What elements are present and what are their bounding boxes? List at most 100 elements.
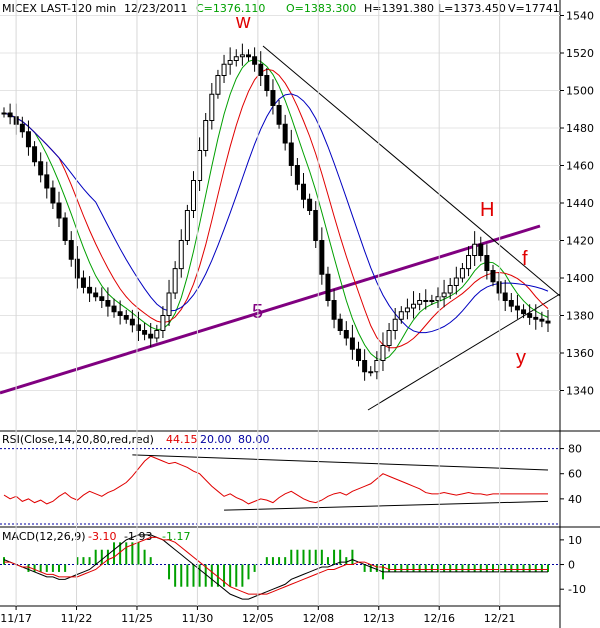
header-close: C=1376.110 <box>196 2 265 15</box>
candle-body <box>368 371 374 374</box>
candle-body <box>227 60 233 65</box>
candle-body <box>349 337 355 350</box>
price-y-tick-label: 1400 <box>566 272 594 285</box>
candle-body <box>478 243 484 256</box>
rsi-level-20: 20.00 <box>200 433 232 446</box>
macd-label: MACD(12,26,9) <box>2 530 86 543</box>
candle-body <box>38 161 44 176</box>
candle-body <box>521 309 527 315</box>
candle-body <box>142 330 148 335</box>
candle-body <box>313 210 319 241</box>
candle-body <box>264 75 270 91</box>
candle-body <box>68 240 74 260</box>
candle-body <box>105 300 111 307</box>
price-y-tick-label: 1520 <box>566 47 594 60</box>
macd-value-2: -1.93 <box>124 530 152 543</box>
candle-body <box>25 131 31 148</box>
x-tick-label: 11/17 <box>0 612 32 625</box>
candle-body <box>154 330 160 339</box>
candle-body <box>276 105 282 125</box>
header-high: H=1391.380 <box>364 2 434 15</box>
candle-body <box>166 292 172 316</box>
candle-body <box>417 300 423 305</box>
rsi-level-80: 80.00 <box>238 433 270 446</box>
candle-body <box>190 180 196 211</box>
macd-value-1: -3.10 <box>88 530 116 543</box>
x-tick-label: 12/16 <box>423 612 455 625</box>
candle-body <box>453 277 459 286</box>
header-date: 12/23/2011 <box>124 2 187 15</box>
candle-body <box>294 165 300 185</box>
ma-fast-line <box>3 59 549 361</box>
candle-body <box>209 93 215 121</box>
candle-body <box>233 56 239 61</box>
macd-y-tick-label: 10 <box>568 534 582 547</box>
x-tick-label: 12/05 <box>242 612 274 625</box>
candle-body <box>356 348 362 361</box>
candle-body <box>484 255 490 271</box>
candle-body <box>447 285 453 294</box>
candle-body <box>362 360 368 373</box>
x-tick-label: 11/22 <box>61 612 93 625</box>
price-y-tick-label: 1420 <box>566 235 594 248</box>
candle-body <box>502 292 508 301</box>
candle-body <box>459 268 465 279</box>
macd-y-tick-label: 0 <box>568 559 575 572</box>
candle-body <box>380 345 386 361</box>
price-y-tick-label: 1340 <box>566 385 594 398</box>
candle-body <box>44 174 50 189</box>
candle-body <box>404 307 410 313</box>
annotation-w: w <box>235 11 251 33</box>
macd-y-tick-label: -10 <box>568 583 586 596</box>
candle-body <box>135 324 141 331</box>
header-open: O=1383.300 <box>286 2 356 15</box>
candle-body <box>129 318 135 326</box>
candle-body <box>32 146 38 163</box>
macd-value-3: -1.17 <box>162 530 190 543</box>
candle-body <box>288 142 294 166</box>
candle-body <box>258 63 264 76</box>
candle-body <box>508 300 514 307</box>
candle-body <box>374 360 380 373</box>
candle-body <box>307 198 313 211</box>
candle-body <box>203 120 209 151</box>
candle-body <box>87 286 93 294</box>
annotation-h: H <box>480 199 494 221</box>
candle-body <box>514 305 520 311</box>
price-y-tick-label: 1440 <box>566 197 594 210</box>
candle-body <box>496 281 502 294</box>
price-y-tick-label: 1460 <box>566 160 594 173</box>
candle-body <box>386 330 392 346</box>
rsi-trendline-upper <box>132 454 549 471</box>
candle-body <box>215 75 221 95</box>
candle-body <box>7 112 13 118</box>
macd-line <box>3 534 548 600</box>
rsi-value: 44.15 <box>166 433 198 446</box>
candle-body <box>74 258 80 279</box>
candle-body <box>301 183 307 200</box>
candle-body <box>160 315 166 331</box>
ma-slow-line <box>3 93 549 334</box>
candle-body <box>539 318 545 322</box>
x-tick-label: 11/30 <box>182 612 214 625</box>
candle-body <box>221 63 227 76</box>
candle-body <box>172 268 178 294</box>
macd-signal-line <box>4 536 548 595</box>
price-y-tick-label: 1380 <box>566 310 594 323</box>
candle-body <box>270 90 276 106</box>
candle-body <box>472 243 478 256</box>
candle-body <box>50 187 56 204</box>
ma-mid-line <box>3 68 549 349</box>
candle-body <box>99 296 105 301</box>
candle-body <box>123 315 129 320</box>
candle-body <box>56 202 62 219</box>
candle-body <box>343 330 349 339</box>
header-volume: V=17741 <box>508 2 560 15</box>
x-tick-label: 12/13 <box>363 612 395 625</box>
candle-body <box>282 123 288 144</box>
candle-body <box>398 311 404 320</box>
candle-body <box>117 311 123 316</box>
candle-body <box>245 54 251 58</box>
candle-body <box>435 296 441 301</box>
